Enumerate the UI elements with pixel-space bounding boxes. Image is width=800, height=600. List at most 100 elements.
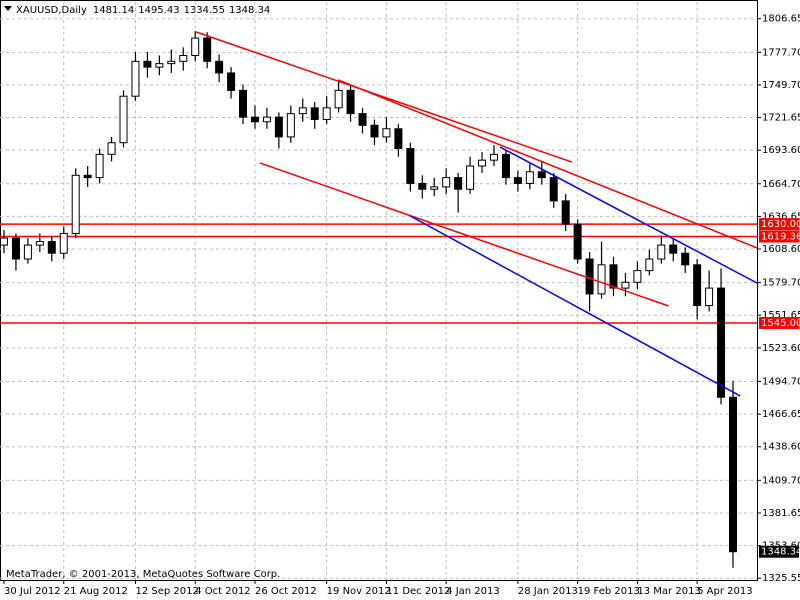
y-tick-label: 1608.60 [762,244,800,255]
y-tick-label: 1806.65 [762,14,800,25]
y-tick-label: 1579.70 [762,278,800,289]
candle-body [47,241,56,254]
candle-body [286,113,295,138]
candle-body [430,186,439,190]
candle-body [310,107,319,120]
candle-body [609,264,618,289]
candle-body [466,165,475,190]
y-tick-label: 1381.65 [762,508,800,519]
candle-body [0,237,8,246]
candle-body [621,281,630,289]
candle-body [525,171,534,184]
y-tick-label: 1636.65 [762,211,800,222]
candle-body [537,171,546,179]
candle-body [382,128,391,138]
candle-body [717,287,726,398]
x-tick-label: 30 Jul 2012 [4,586,61,597]
candle-body [59,232,68,254]
candle-body [442,177,451,188]
y-tick-label: 1409.70 [762,475,800,486]
candle-body [513,177,522,184]
candle-body [681,252,690,266]
candle-body [227,72,236,91]
x-tick-label: 5 Apr 2013 [697,586,752,597]
price-label: 1545.00 [761,318,800,329]
candle-body [418,182,427,190]
price-label-box [759,316,799,329]
candle-body [501,153,510,179]
trend-line [499,146,758,284]
x-tick-label: 19 Feb 2013 [578,586,640,597]
candle-body [370,124,379,138]
trend-line [409,215,741,397]
candle-body [23,244,32,260]
price-label-box [759,230,799,243]
close: 1348.34 [229,5,270,16]
price-label: 1630.00 [761,219,800,230]
candle-body [179,54,188,62]
high: 1495.43 [138,5,179,16]
candle-body [298,107,307,115]
y-tick-label: 1721.65 [762,113,800,124]
x-tick-label: 4 Jan 2013 [446,586,500,597]
candle-body [597,264,606,295]
current-price: 1348.34 [761,547,800,558]
candle-body [191,37,200,56]
candle-body [83,174,92,179]
candle-body [633,270,642,283]
y-tick-label: 1551.65 [762,310,800,321]
candle-body [107,142,116,155]
y-tick-label: 1494.70 [762,376,800,387]
x-tick-label: 13 Mar 2013 [637,586,700,597]
candle-body [167,60,176,65]
trend-line [195,31,572,163]
candle-body [346,89,355,115]
candle-body [454,177,463,190]
plot-frame [0,0,758,581]
candle-body [705,287,714,307]
candle-body [334,89,343,109]
candle-body [119,95,128,144]
y-tick-label: 1523.60 [762,343,800,354]
candle-body [155,63,164,68]
candle-body [322,107,331,120]
trend-line [259,162,669,307]
copyright: MetaTrader, © 2001-2013, MetaQuotes Soft… [6,569,280,580]
y-tick-label: 1749.70 [762,80,800,91]
y-tick-label: 1466.65 [762,409,800,420]
candle-body [729,396,737,553]
candle-body [239,89,248,118]
candle-body [203,37,212,62]
price-label-box [759,218,799,231]
candle-body [669,244,678,254]
candle-body [585,258,594,295]
candle-body [215,60,224,74]
current-price-box [759,545,799,558]
x-tick-label: 28 Jan 2013 [518,586,578,597]
open: 1481.14 [93,5,134,16]
x-tick-label: 26 Oct 2012 [255,586,317,597]
menu-arrow[interactable] [4,6,12,11]
candle-body [645,258,654,272]
candle-body [561,200,570,225]
x-tick-label: 19 Nov 2012 [327,586,391,597]
candle-body [71,174,80,234]
candle-body [143,60,152,68]
candle-body [358,113,367,126]
y-tick-label: 1777.70 [762,47,800,58]
candle-body [262,116,271,123]
candle-body [131,60,140,97]
candle-body [657,244,666,260]
chart-header: XAUUSD,Daily 1481.14 1495.43 1334.55 1348.34 [16,5,270,16]
candle-body [394,128,403,150]
x-tick-label: 12 Sep 2012 [135,586,198,597]
x-tick-label: 21 Aug 2012 [64,586,128,597]
low: 1334.55 [184,5,225,16]
candle-body [549,177,558,202]
candle-body [573,223,582,260]
candle-body [11,237,20,260]
y-tick-label: 1664.70 [762,179,800,190]
x-tick-label: 11 Dec 2012 [386,586,450,597]
candle-body [35,241,44,246]
